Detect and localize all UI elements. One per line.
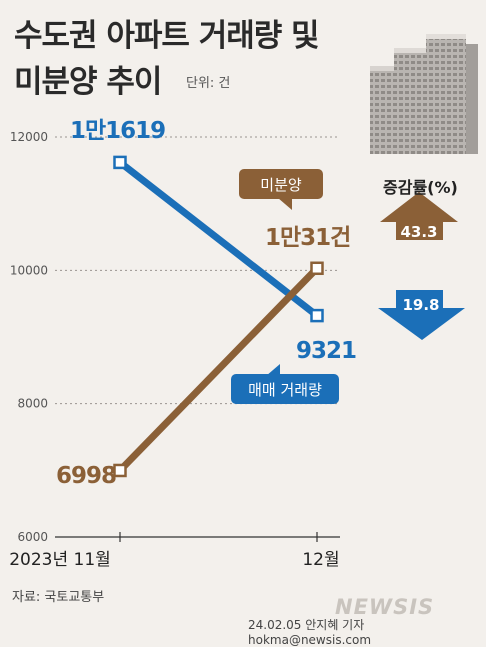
- rate-up-value: 43.3: [400, 223, 437, 241]
- point-trade-volume-dec: [310, 308, 324, 323]
- change-rate-title: 증감률(%): [383, 178, 458, 197]
- point-trade-volume-nov: [113, 155, 127, 170]
- point-unsold-dec: [310, 261, 324, 276]
- rate-down-value: 19.8: [402, 296, 439, 314]
- legend-callout-unsold: 미분양: [239, 169, 323, 210]
- source-label: 자료: 국토교통부: [12, 590, 105, 605]
- chart-title-line2: 미분양 추이: [14, 64, 162, 100]
- chart-title-line1: 수도권 아파트 거래량 및: [14, 18, 320, 54]
- apartment-buildings-icon: [370, 34, 478, 154]
- y-tick-label: 8000: [17, 397, 48, 411]
- arrow-up-unsold: 43.3: [380, 192, 458, 241]
- x-tick-label: 12월: [302, 550, 339, 570]
- x-tick-label: 2023년 11월: [9, 550, 111, 570]
- point-unsold-nov: [113, 463, 127, 478]
- label-unsold-dec: 1만31건: [265, 225, 350, 251]
- x-axis-ticks: 2023년 11월 12월: [9, 532, 340, 570]
- y-tick-label: 10000: [10, 263, 48, 277]
- series-line-unsold: [117, 265, 320, 473]
- legend-callout-trade-volume: 매매 거래량: [231, 364, 339, 404]
- y-tick-label: 12000: [10, 130, 48, 144]
- series-line-trade-volume: [117, 159, 320, 319]
- y-tick-label: 6000: [17, 530, 48, 544]
- label-unsold-nov: 6998: [56, 463, 116, 489]
- label-trade-volume-dec: 9321: [296, 338, 356, 364]
- y-axis-ticks: 6000 8000 10000 12000: [10, 130, 48, 544]
- label-trade-volume-nov: 1만1619: [70, 118, 165, 144]
- arrow-down-trade-volume: 19.8: [378, 290, 465, 340]
- unit-label: 단위: 건: [186, 76, 231, 91]
- credit-label: 24.02.05 안지혜 기자 hokma@newsis.com: [248, 618, 372, 647]
- legend-unsold-text: 미분양: [260, 176, 302, 194]
- newsis-logo: NEWSIS: [335, 595, 435, 619]
- legend-trade-volume-text: 매매 거래량: [248, 381, 322, 399]
